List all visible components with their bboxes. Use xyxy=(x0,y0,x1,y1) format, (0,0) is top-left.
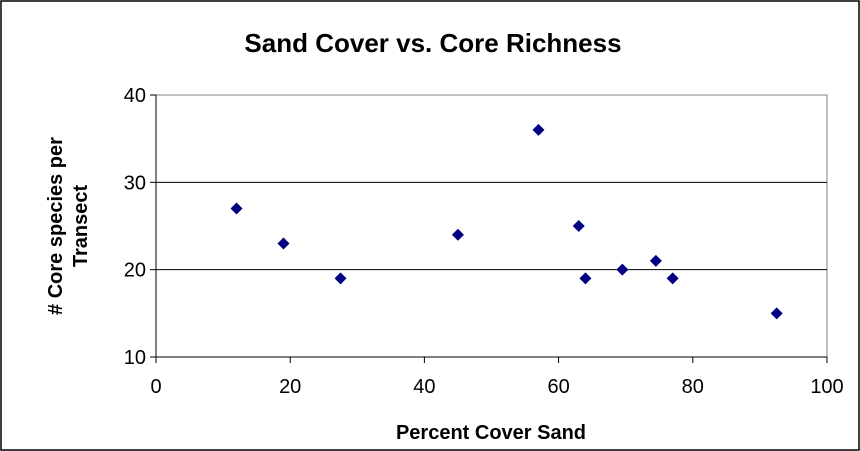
x-tick-label: 100 xyxy=(810,376,843,398)
scatter-point xyxy=(230,202,243,215)
y-tick-label: 10 xyxy=(124,347,146,369)
scatter-point xyxy=(277,237,290,250)
x-tick-label: 80 xyxy=(682,376,704,398)
y-axis-title-line-2: Transect xyxy=(70,185,92,268)
scatter-point xyxy=(572,220,585,232)
scatter-point xyxy=(616,263,629,276)
y-axis-title-line-1: # Core species per xyxy=(45,137,67,315)
x-axis-ticks: 0 20 40 60 80 100 xyxy=(150,356,844,398)
gridlines xyxy=(156,181,827,271)
scatter-point xyxy=(532,123,545,136)
scatter-point xyxy=(334,272,347,285)
x-axis-title: Percent Cover Sand xyxy=(396,422,586,444)
x-tick-label: 60 xyxy=(547,376,569,398)
y-tick-label: 30 xyxy=(124,172,146,194)
x-tick-label: 40 xyxy=(413,376,435,398)
scatter-point xyxy=(649,254,662,267)
plot-area xyxy=(155,94,828,358)
data-points xyxy=(230,123,783,320)
scatter-point xyxy=(451,228,464,241)
y-axis-ticks: 10 20 30 40 xyxy=(124,85,157,369)
y-tick-label: 20 xyxy=(124,260,146,282)
scatter-point xyxy=(770,307,783,320)
x-tick-label: 20 xyxy=(279,376,301,398)
y-axis-title: # Core species per Transect xyxy=(45,137,92,315)
y-tick-label: 40 xyxy=(124,85,146,107)
scatter-point xyxy=(579,272,592,285)
scatter-point xyxy=(666,272,679,285)
x-tick-label: 0 xyxy=(150,376,161,398)
chart-title: Sand Cover vs. Core Richness xyxy=(244,28,621,58)
